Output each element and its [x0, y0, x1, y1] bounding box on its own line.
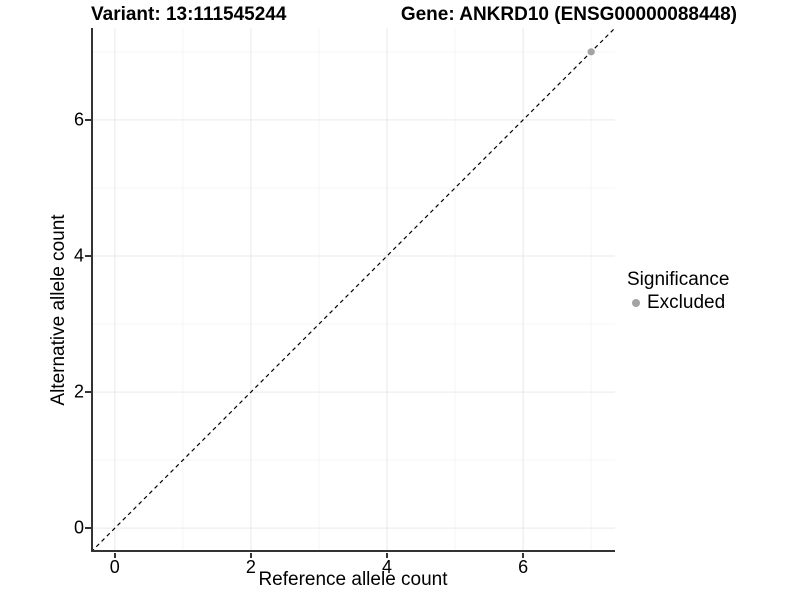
legend-item-label: Excluded — [647, 292, 726, 313]
plot-title-gene: Gene: ANKRD10 (ENSG00000088448) — [400, 4, 737, 25]
x-tick-mark — [522, 553, 525, 558]
y-tick-label: 0 — [73, 517, 84, 538]
x-tick-label: 2 — [245, 557, 256, 577]
x-tick-mark — [249, 553, 252, 558]
x-tick-label: 4 — [382, 557, 393, 577]
legend: Significance Excluded — [627, 269, 729, 314]
x-tick-mark — [386, 553, 389, 558]
y-tick-label: 4 — [73, 245, 84, 266]
y-tick-mark — [85, 391, 91, 394]
y-tick-label: 2 — [73, 381, 84, 402]
y-tick-mark — [85, 527, 91, 530]
identity-line — [91, 28, 615, 552]
x-tick-label: 6 — [518, 557, 529, 577]
x-tick-label: 0 — [109, 557, 120, 577]
y-tick-mark — [85, 254, 91, 257]
plot-panel — [91, 28, 615, 552]
x-tick-mark — [113, 553, 116, 558]
y-tick-mark — [85, 118, 91, 121]
legend-title: Significance — [627, 269, 730, 290]
y-tick-label: 6 — [73, 109, 84, 130]
x-axis-title: Reference allele count — [258, 569, 448, 590]
y-axis-title: Alternative allele count — [48, 214, 69, 406]
data-point — [587, 48, 595, 56]
plot-title-variant: Variant: 13:111545244 — [91, 4, 287, 25]
legend-point-icon — [632, 299, 640, 307]
legend-item-excluded: Excluded — [627, 292, 729, 314]
plot-canvas — [91, 28, 615, 552]
